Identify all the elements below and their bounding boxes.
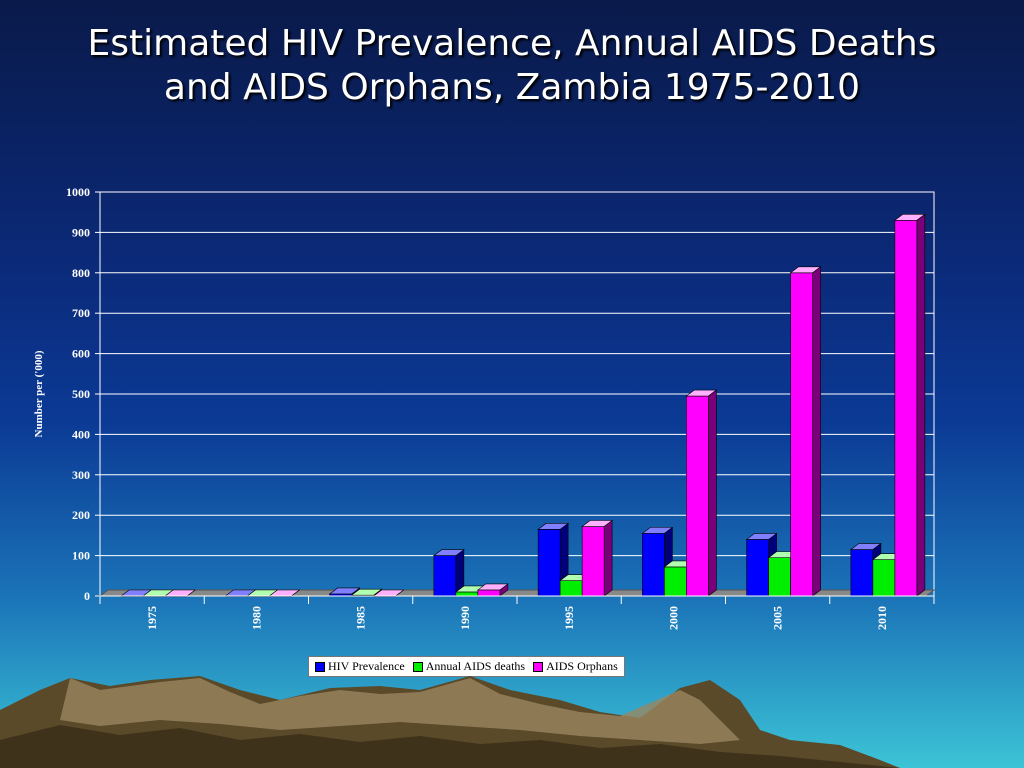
- mountain-landscape-decoration: [0, 0, 1024, 768]
